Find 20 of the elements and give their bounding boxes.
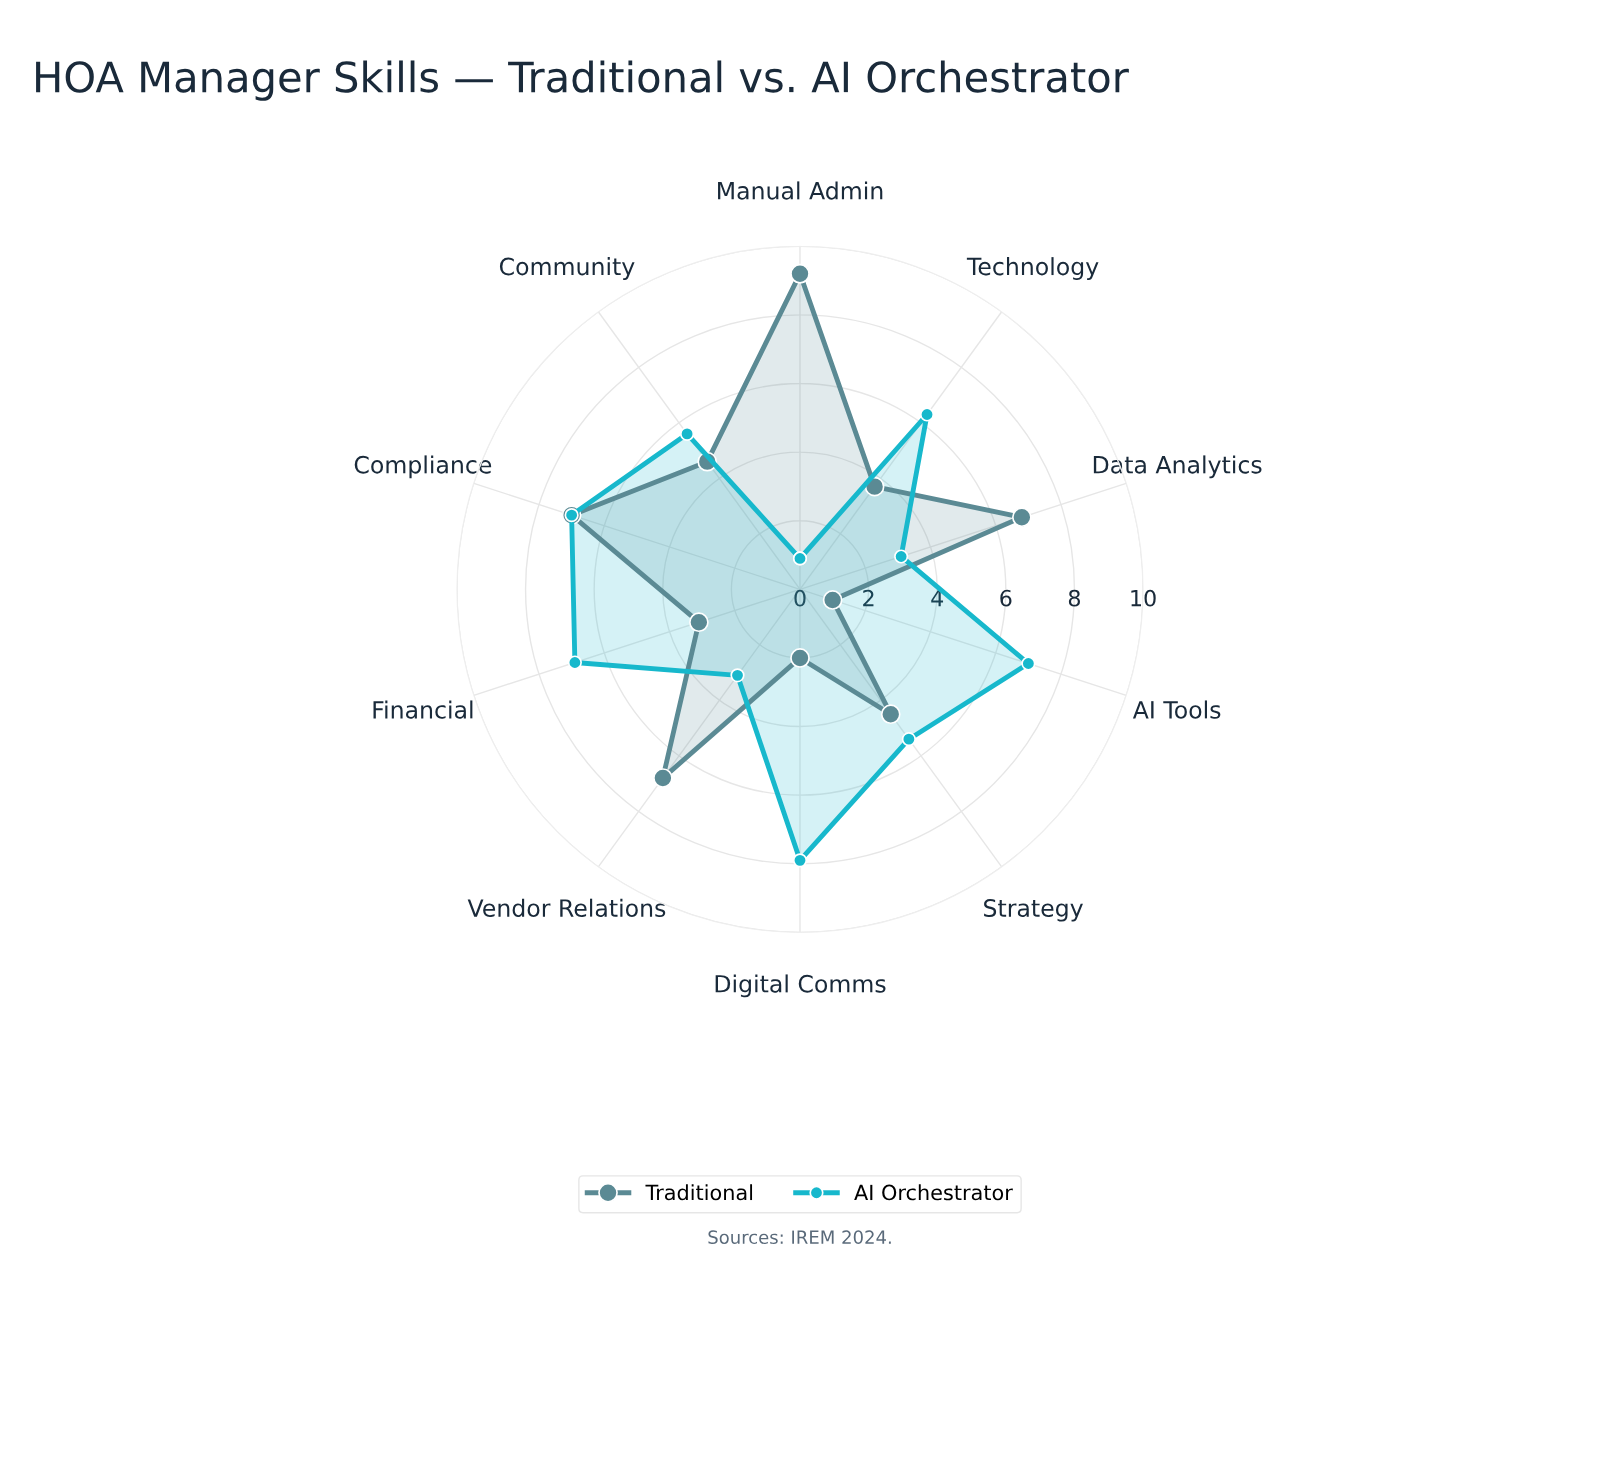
spoke-label: AI Tools [1132, 700, 1221, 719]
spoke-label: Vendor Relations [467, 898, 666, 917]
spoke-label: Data Analytics [1093, 455, 1262, 479]
y-tick-label: 6 [1000, 589, 1012, 607]
spoke-label: Financial [373, 700, 473, 719]
spoke-label: Technology [966, 257, 1099, 280]
legend-label: Traditional [645, 1184, 753, 1201]
legend-label: AI Orchestrator [854, 1184, 1013, 1201]
spoke-label: Manual Admin [718, 181, 883, 200]
y-tick-label: 10 [1131, 589, 1156, 607]
spoke-label: Strategy [984, 899, 1083, 922]
y-tick-label: 0 [794, 589, 806, 607]
y-tick-label: 2 [863, 589, 874, 607]
spoke-label: Community [499, 257, 635, 280]
chart-title: HOA Manager Skills — Traditional vs. AI Orchestrator [36, 60, 1129, 101]
source-note: Sources: IREM 2024. [708, 1230, 891, 1245]
spoke-label: Digital Comms [715, 974, 886, 998]
y-tick-label: 8 [1068, 589, 1080, 607]
spoke-label: Compliance [354, 455, 492, 479]
y-tick-label: 4 [931, 590, 944, 607]
